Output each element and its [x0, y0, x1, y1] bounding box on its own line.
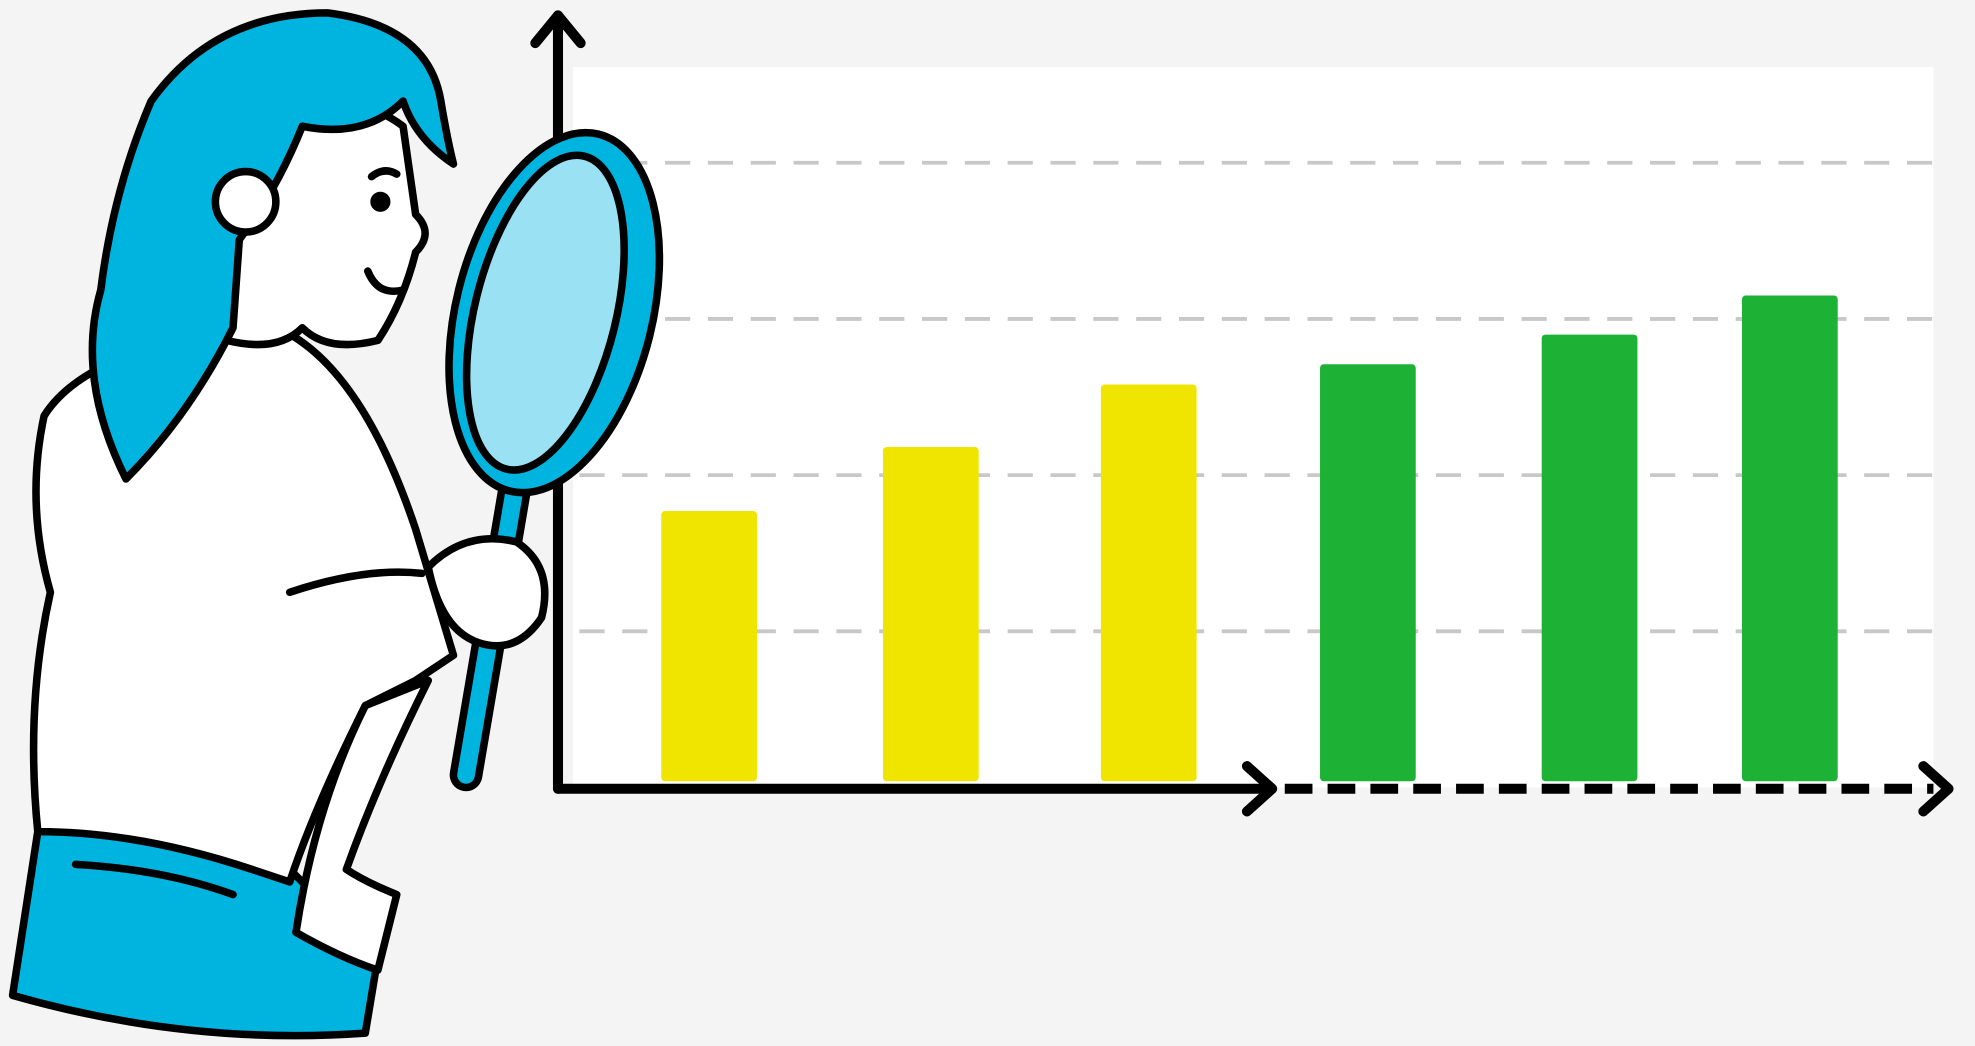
bar	[1101, 385, 1197, 782]
bar	[883, 447, 979, 781]
page: (() => { const data = JSON.parse(documen…	[0, 0, 1975, 1046]
eye	[374, 196, 387, 209]
bar	[1742, 296, 1838, 782]
ear	[215, 172, 275, 232]
plot-area	[573, 67, 1933, 787]
bar	[661, 511, 757, 781]
bar	[1542, 335, 1638, 782]
illustration	[0, 0, 1975, 1046]
bar	[1320, 364, 1416, 781]
